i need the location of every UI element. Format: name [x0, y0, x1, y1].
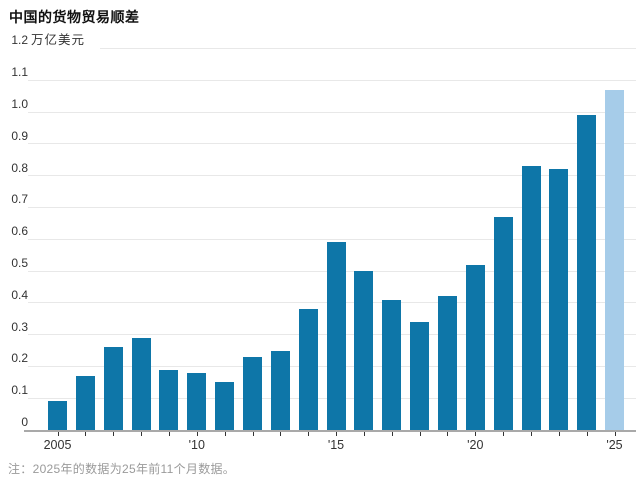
y-axis-tick-label: 0.8	[11, 160, 28, 175]
x-axis-tick	[614, 432, 616, 436]
gridline	[28, 206, 636, 208]
gridline	[28, 79, 636, 81]
x-axis-tick	[447, 432, 449, 436]
bar-2024	[577, 115, 597, 430]
x-axis-tick	[168, 432, 170, 436]
x-axis-tick	[336, 432, 337, 436]
bar-2025	[605, 89, 624, 430]
bar-2021	[493, 216, 513, 430]
bar-2008	[131, 337, 151, 430]
y-axis-tick-label: 1.2	[11, 33, 28, 48]
bar-2006	[75, 375, 95, 430]
x-axis-tick	[85, 432, 87, 436]
x-axis-tick	[558, 432, 560, 436]
y-axis-tick-label: 0.7	[11, 192, 28, 207]
x-axis-tick	[252, 432, 254, 436]
x-axis-tick	[503, 432, 505, 436]
x-axis-label: '15	[327, 438, 345, 452]
x-axis-tick	[224, 432, 226, 436]
bar-2015	[326, 242, 346, 430]
gridline	[28, 238, 636, 240]
y-axis-tick-label: 0.3	[11, 319, 28, 334]
bar-2023	[549, 169, 569, 430]
bar-2012	[243, 356, 262, 430]
chart-footnote: 注：2025年的数据为25年前11个月数据。	[8, 462, 236, 476]
x-axis-tick	[113, 432, 115, 436]
bar-2005	[48, 401, 67, 430]
chart-title: 中国的货物贸易顺差	[9, 9, 140, 25]
y-axis-tick-label: 0	[21, 415, 28, 429]
bar-2020	[465, 264, 485, 430]
x-axis-tick	[586, 432, 588, 436]
x-axis-tick	[308, 432, 310, 436]
bar-2010	[187, 372, 207, 430]
bar-2007	[103, 347, 123, 430]
x-axis-tick	[57, 432, 59, 436]
y-axis-tick-label: 0.5	[11, 256, 28, 270]
x-axis-tick	[531, 432, 532, 436]
gridline	[28, 175, 636, 177]
y-axis-tick-label: 1.1	[11, 65, 28, 80]
bar-2017	[382, 299, 402, 430]
x-axis-label: '10	[188, 438, 205, 452]
gridline	[28, 143, 636, 145]
x-axis-tick	[419, 432, 421, 436]
bar-2011	[215, 382, 235, 430]
x-axis-tick	[391, 432, 393, 436]
bar-2016	[354, 271, 374, 430]
gridline	[100, 47, 636, 49]
bar-2018	[410, 321, 430, 430]
x-axis-tick	[141, 432, 143, 436]
x-axis-tick	[196, 432, 198, 436]
x-axis-label: '20	[467, 438, 484, 452]
bar-2022	[521, 166, 541, 430]
y-axis-tick-label: 0.4	[11, 287, 28, 302]
y-axis-tick-label: 0.1	[11, 383, 28, 398]
bar-2009	[159, 369, 179, 430]
bar-2019	[437, 296, 457, 430]
x-axis-line	[24, 430, 636, 432]
x-axis-label: 2005	[43, 438, 72, 452]
x-axis-label: '25	[606, 438, 623, 452]
y-axis-tick-label: 0.6	[11, 224, 28, 239]
y-axis-unit-label: 万亿美元	[31, 33, 86, 48]
y-axis-tick-label: 0.2	[11, 351, 28, 366]
x-axis-tick	[475, 432, 477, 436]
x-axis-tick	[280, 432, 282, 436]
y-axis-tick-label: 0.9	[11, 128, 28, 143]
gridline	[28, 111, 636, 113]
bar-2014	[298, 309, 318, 430]
bar-2013	[270, 350, 290, 430]
x-axis-tick	[363, 432, 365, 436]
y-axis-tick-label: 1.0	[11, 97, 28, 111]
